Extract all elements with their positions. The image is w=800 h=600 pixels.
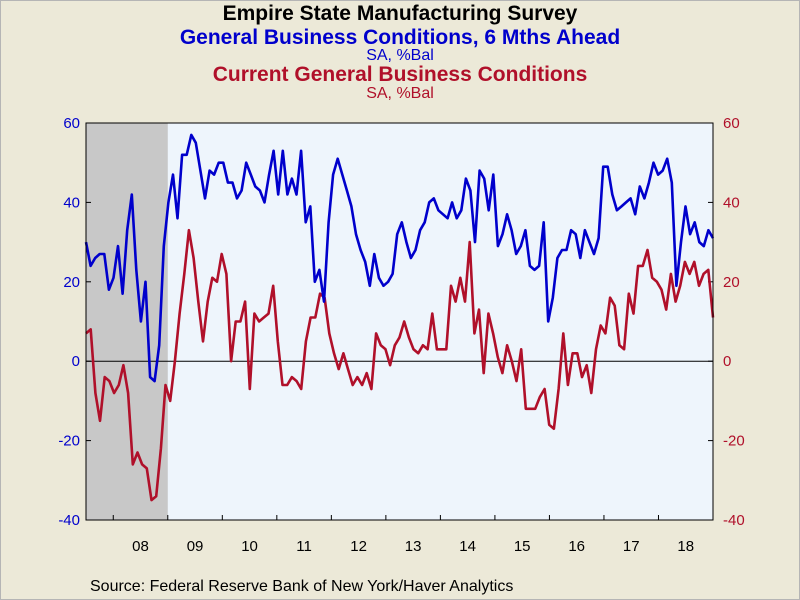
x-tick-label: 08: [132, 538, 149, 555]
right-tick-label: -20: [723, 433, 745, 450]
right-axis: 60 40 20 0 -20 -40: [708, 115, 745, 529]
recession-shading: [86, 123, 168, 520]
series-1-unit: SA, %Bal: [366, 47, 434, 64]
chart-title: Empire State Manufacturing Survey: [222, 2, 578, 25]
series-line-current-conditions: [85, 228, 715, 502]
left-tick-label: -20: [58, 433, 80, 450]
series-2-name: Current General Business Conditions: [212, 63, 588, 86]
source-note: Source: Federal Reserve Bank of New York…: [90, 578, 514, 595]
left-tick-label: 40: [63, 194, 80, 211]
left-tick-label: 20: [63, 274, 80, 291]
left-axis: 60 40 20 0 -20 -40: [58, 115, 91, 529]
x-tick-label: 10: [241, 538, 258, 555]
chart-titles: Empire State Manufacturing Survey Genera…: [0, 2, 800, 102]
x-tick-label: 13: [405, 538, 422, 555]
series-2-unit: SA, %Bal: [366, 85, 434, 102]
x-tick-label: 12: [350, 538, 367, 555]
x-tick-label: 18: [677, 538, 694, 555]
right-tick-label: 40: [723, 194, 740, 211]
left-tick-label: 60: [63, 115, 80, 132]
x-tick-label: 17: [623, 538, 640, 555]
left-tick-label: -40: [58, 512, 80, 529]
plot-border: [85, 122, 714, 521]
series-line-six-months-ahead: [84, 133, 715, 383]
right-tick-label: 0: [723, 353, 731, 370]
plot-area: [86, 123, 713, 520]
x-tick-label: 11: [296, 538, 312, 555]
x-tick-label: 16: [568, 538, 585, 555]
left-tick-label: 0: [72, 353, 80, 370]
right-tick-label: -40: [723, 512, 745, 529]
x-tick-label: 14: [459, 538, 476, 555]
right-tick-label: 20: [723, 274, 740, 291]
series-1-name: General Business Conditions, 6 Mths Ahea…: [179, 26, 621, 49]
x-axis: 08 09 10 11 12 13 14 15 16 17 18: [112, 515, 714, 555]
right-tick-label: 60: [723, 115, 740, 132]
x-tick-label: 09: [187, 538, 204, 555]
x-tick-label: 15: [514, 538, 531, 555]
